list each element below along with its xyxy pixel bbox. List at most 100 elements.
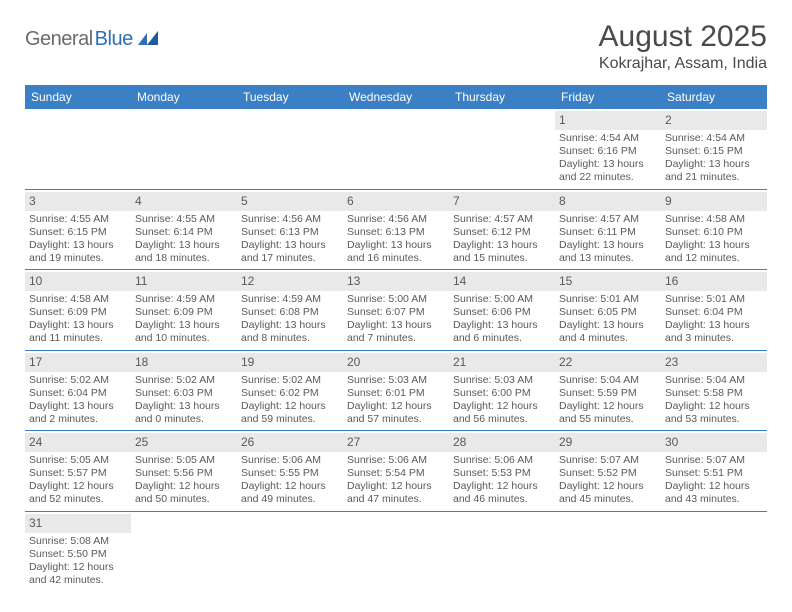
daylight-text: and 15 minutes. [453, 252, 551, 265]
daylight-text: Daylight: 12 hours [453, 400, 551, 413]
daylight-text: and 47 minutes. [347, 493, 445, 506]
week-row: 24Sunrise: 5:05 AMSunset: 5:57 PMDayligh… [25, 431, 767, 512]
day-cell: 25Sunrise: 5:05 AMSunset: 5:56 PMDayligh… [131, 431, 237, 511]
day-cell: 17Sunrise: 5:02 AMSunset: 6:04 PMDayligh… [25, 351, 131, 431]
day-cell: 5Sunrise: 4:56 AMSunset: 6:13 PMDaylight… [237, 190, 343, 270]
sunrise-text: Sunrise: 5:04 AM [665, 374, 763, 387]
sunrise-text: Sunrise: 4:58 AM [29, 293, 127, 306]
empty-cell [237, 512, 343, 592]
sunset-text: Sunset: 6:06 PM [453, 306, 551, 319]
empty-cell [449, 109, 555, 189]
sunset-text: Sunset: 6:13 PM [347, 226, 445, 239]
day-cell: 28Sunrise: 5:06 AMSunset: 5:53 PMDayligh… [449, 431, 555, 511]
empty-cell [131, 109, 237, 189]
empty-cell [343, 109, 449, 189]
day-header: Sunday [25, 85, 131, 109]
daylight-text: and 17 minutes. [241, 252, 339, 265]
sunset-text: Sunset: 5:58 PM [665, 387, 763, 400]
day-number: 16 [661, 272, 767, 291]
daylight-text: Daylight: 13 hours [29, 400, 127, 413]
daylight-text: and 50 minutes. [135, 493, 233, 506]
daylight-text: Daylight: 12 hours [241, 480, 339, 493]
daylight-text: Daylight: 13 hours [453, 319, 551, 332]
daylight-text: Daylight: 12 hours [241, 400, 339, 413]
day-number: 11 [131, 272, 237, 291]
day-number: 30 [661, 433, 767, 452]
sunrise-text: Sunrise: 5:04 AM [559, 374, 657, 387]
title-block: August 2025 Kokrajhar, Assam, India [599, 20, 767, 73]
empty-cell [555, 512, 661, 592]
brand-logo: General Blue [25, 28, 160, 51]
day-number: 24 [25, 433, 131, 452]
daylight-text: and 55 minutes. [559, 413, 657, 426]
day-number: 4 [131, 192, 237, 211]
sunrise-text: Sunrise: 5:02 AM [241, 374, 339, 387]
sunrise-text: Sunrise: 4:54 AM [665, 132, 763, 145]
daylight-text: and 4 minutes. [559, 332, 657, 345]
sunrise-text: Sunrise: 5:07 AM [665, 454, 763, 467]
weeks: 1Sunrise: 4:54 AMSunset: 6:16 PMDaylight… [25, 109, 767, 591]
sunset-text: Sunset: 6:15 PM [29, 226, 127, 239]
daylight-text: Daylight: 12 hours [135, 480, 233, 493]
day-cell: 13Sunrise: 5:00 AMSunset: 6:07 PMDayligh… [343, 270, 449, 350]
sunset-text: Sunset: 6:14 PM [135, 226, 233, 239]
day-number: 31 [25, 514, 131, 533]
sunset-text: Sunset: 6:15 PM [665, 145, 763, 158]
sunset-text: Sunset: 6:09 PM [135, 306, 233, 319]
day-number: 23 [661, 353, 767, 372]
day-cell: 18Sunrise: 5:02 AMSunset: 6:03 PMDayligh… [131, 351, 237, 431]
sunset-text: Sunset: 6:11 PM [559, 226, 657, 239]
sunrise-text: Sunrise: 5:01 AM [665, 293, 763, 306]
daylight-text: and 46 minutes. [453, 493, 551, 506]
day-number: 20 [343, 353, 449, 372]
sunrise-text: Sunrise: 5:02 AM [29, 374, 127, 387]
day-number: 5 [237, 192, 343, 211]
sunrise-text: Sunrise: 5:06 AM [241, 454, 339, 467]
week-row: 31Sunrise: 5:08 AMSunset: 5:50 PMDayligh… [25, 512, 767, 592]
day-number: 22 [555, 353, 661, 372]
day-number: 3 [25, 192, 131, 211]
empty-cell [25, 109, 131, 189]
day-cell: 27Sunrise: 5:06 AMSunset: 5:54 PMDayligh… [343, 431, 449, 511]
sunrise-text: Sunrise: 5:08 AM [29, 535, 127, 548]
day-number: 13 [343, 272, 449, 291]
sunset-text: Sunset: 6:01 PM [347, 387, 445, 400]
sunset-text: Sunset: 6:16 PM [559, 145, 657, 158]
daylight-text: Daylight: 12 hours [665, 400, 763, 413]
day-cell: 6Sunrise: 4:56 AMSunset: 6:13 PMDaylight… [343, 190, 449, 270]
sunset-text: Sunset: 6:08 PM [241, 306, 339, 319]
daylight-text: Daylight: 13 hours [29, 239, 127, 252]
daylight-text: and 21 minutes. [665, 171, 763, 184]
day-cell: 7Sunrise: 4:57 AMSunset: 6:12 PMDaylight… [449, 190, 555, 270]
daylight-text: and 22 minutes. [559, 171, 657, 184]
day-cell: 15Sunrise: 5:01 AMSunset: 6:05 PMDayligh… [555, 270, 661, 350]
brand-part2: Blue [95, 28, 133, 51]
day-number: 18 [131, 353, 237, 372]
day-cell: 29Sunrise: 5:07 AMSunset: 5:52 PMDayligh… [555, 431, 661, 511]
daylight-text: Daylight: 13 hours [135, 400, 233, 413]
sunset-text: Sunset: 5:56 PM [135, 467, 233, 480]
sunrise-text: Sunrise: 5:01 AM [559, 293, 657, 306]
brand-part1: General [25, 28, 93, 51]
daylight-text: and 56 minutes. [453, 413, 551, 426]
daylight-text: and 13 minutes. [559, 252, 657, 265]
empty-cell [449, 512, 555, 592]
sunrise-text: Sunrise: 5:03 AM [453, 374, 551, 387]
week-row: 3Sunrise: 4:55 AMSunset: 6:15 PMDaylight… [25, 190, 767, 271]
daylight-text: Daylight: 13 hours [559, 158, 657, 171]
day-number: 6 [343, 192, 449, 211]
daylight-text: Daylight: 12 hours [29, 480, 127, 493]
sunrise-text: Sunrise: 5:07 AM [559, 454, 657, 467]
daylight-text: and 53 minutes. [665, 413, 763, 426]
sunset-text: Sunset: 5:53 PM [453, 467, 551, 480]
empty-cell [131, 512, 237, 592]
sunset-text: Sunset: 5:50 PM [29, 548, 127, 561]
day-number: 26 [237, 433, 343, 452]
brand-flag-icon [138, 31, 160, 45]
day-cell: 31Sunrise: 5:08 AMSunset: 5:50 PMDayligh… [25, 512, 131, 592]
sunset-text: Sunset: 5:59 PM [559, 387, 657, 400]
day-cell: 30Sunrise: 5:07 AMSunset: 5:51 PMDayligh… [661, 431, 767, 511]
sunrise-text: Sunrise: 5:00 AM [347, 293, 445, 306]
day-cell: 14Sunrise: 5:00 AMSunset: 6:06 PMDayligh… [449, 270, 555, 350]
sunrise-text: Sunrise: 5:06 AM [347, 454, 445, 467]
